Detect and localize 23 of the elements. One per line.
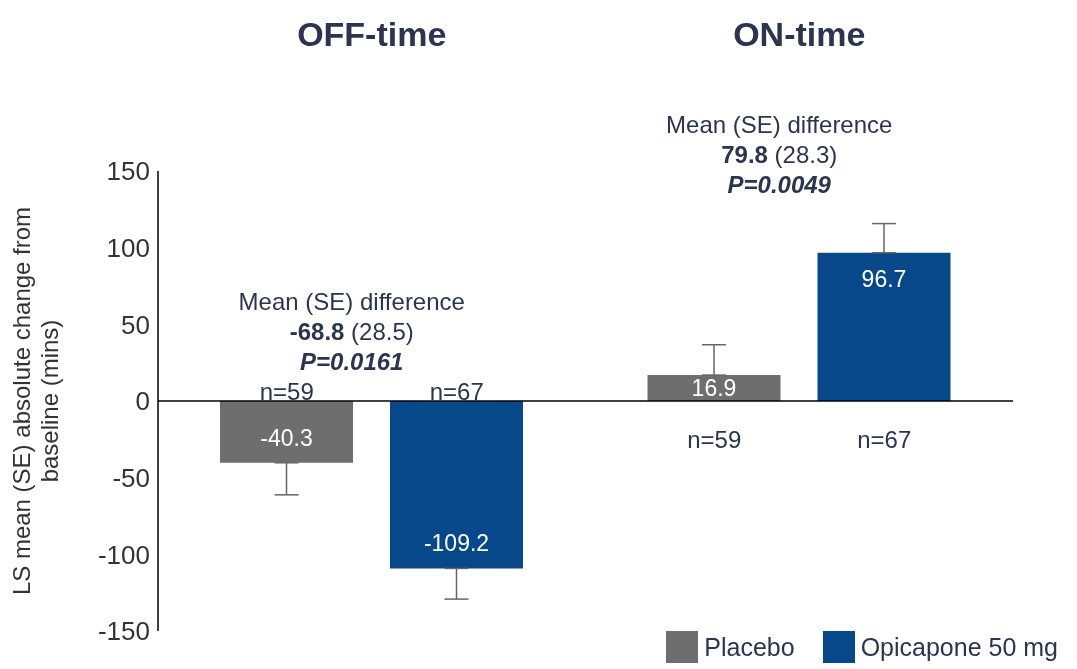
- y-tick-label: -100: [97, 539, 150, 570]
- data-label: -109.2: [423, 530, 490, 557]
- y-axis-title: LS mean (SE) absolute change from baseline (mins): [8, 206, 63, 596]
- annotation: Mean (SE) difference 79.8 (28.3) P=0.0049: [666, 111, 893, 198]
- x-tick-label: OFF-time: [297, 15, 447, 53]
- y-tick-label: -50: [112, 462, 150, 493]
- data-label: -40.3: [260, 424, 313, 451]
- y-tick-label: 0: [135, 386, 150, 417]
- x-tick-label: ON-time: [733, 15, 866, 53]
- data-label: 96.7: [861, 265, 907, 292]
- y-tick-label: 50: [121, 309, 150, 340]
- annotation: n=59: [687, 425, 742, 453]
- y-tick-label: 100: [106, 232, 150, 263]
- bar: [390, 401, 523, 569]
- annotation: n=67: [857, 425, 912, 453]
- legend-label: Placebo: [704, 632, 795, 662]
- annotation: n=59: [259, 377, 314, 405]
- data-label: 16.9: [691, 375, 737, 402]
- y-tick-label: -150: [97, 616, 150, 647]
- annotation: n=67: [429, 377, 484, 405]
- bar: [817, 252, 951, 401]
- legend-label: Opicapone 50 mg: [860, 632, 1058, 662]
- y-tick-label: 150: [106, 156, 150, 187]
